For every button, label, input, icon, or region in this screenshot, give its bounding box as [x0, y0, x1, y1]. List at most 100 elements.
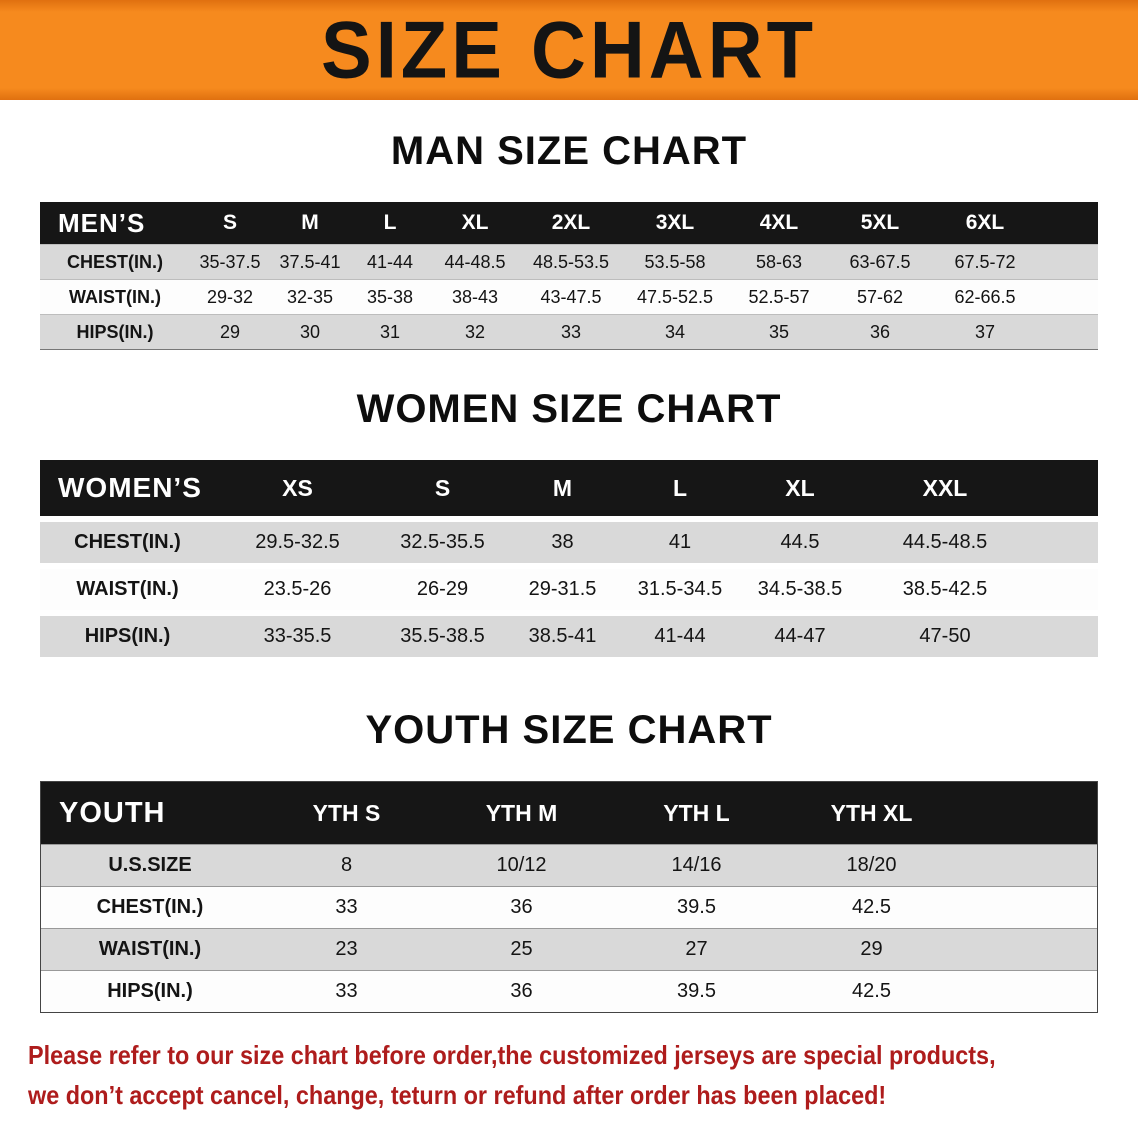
table-cell: 35 [728, 314, 830, 349]
column-header: XS [215, 460, 380, 516]
table-cell: 38 [505, 522, 620, 563]
table-cell: 37.5-41 [270, 244, 350, 279]
disclaimer-line-1: Please refer to our size chart before or… [28, 1040, 996, 1070]
table-cell: 41 [620, 522, 740, 563]
table-cell: 26-29 [380, 569, 505, 610]
column-header: YTH XL [784, 782, 959, 844]
table-cell: 27 [609, 928, 784, 970]
disclaimer-line-2: we don’t accept cancel, change, teturn o… [28, 1080, 887, 1110]
table-cell: 52.5-57 [728, 279, 830, 314]
column-header: XL [740, 460, 860, 516]
table-cell: 10/12 [434, 844, 609, 886]
table-cell: 29.5-32.5 [215, 522, 380, 563]
column-header: 3XL [622, 202, 728, 244]
men-chart-heading: MAN SIZE CHART [390, 129, 748, 173]
column-header: YTH M [434, 782, 609, 844]
table-cell: 29 [190, 314, 270, 349]
table-cell: 33 [259, 886, 434, 928]
header-spacer [1040, 202, 1098, 244]
page-title: SIZE CHART [321, 4, 817, 96]
column-header: XXL [860, 460, 1030, 516]
table-cell: 14/16 [609, 844, 784, 886]
row-spacer [1040, 279, 1098, 314]
row-label: CHEST(IN.) [40, 244, 190, 279]
column-header: L [620, 460, 740, 516]
table-cell: 23 [259, 928, 434, 970]
row-spacer [959, 970, 1097, 1012]
table-corner-label: WOMEN’S [40, 460, 215, 516]
column-header: L [350, 202, 430, 244]
table-cell: 36 [830, 314, 930, 349]
table-cell: 44-48.5 [430, 244, 520, 279]
table-cell: 42.5 [784, 970, 959, 1012]
table-cell: 57-62 [830, 279, 930, 314]
row-label: CHEST(IN.) [40, 522, 215, 563]
men-size-table: MEN’S S M L XL 2XL 3XL 4XL 5XL 6XL CHEST(IN.) 35-37… [40, 202, 1098, 350]
youth-size-table: YOUTH YTH S YTH M YTH L YTH XL U.S.SIZE 8 10/12… [40, 781, 1098, 1013]
table-cell: 37 [930, 314, 1040, 349]
row-spacer [959, 886, 1097, 928]
row-label: WAIST(IN.) [41, 928, 259, 970]
column-header: M [270, 202, 350, 244]
table-cell: 41-44 [350, 244, 430, 279]
table-cell: 38-43 [430, 279, 520, 314]
table-cell: 41-44 [620, 616, 740, 657]
youth-chart-heading: YOUTH SIZE CHART [365, 708, 773, 752]
row-spacer [1030, 616, 1098, 657]
column-header: 4XL [728, 202, 830, 244]
column-header: M [505, 460, 620, 516]
column-header: 6XL [930, 202, 1040, 244]
row-spacer [959, 844, 1097, 886]
column-header: S [380, 460, 505, 516]
table-cell: 36 [434, 886, 609, 928]
table-cell: 30 [270, 314, 350, 349]
table-cell: 44-47 [740, 616, 860, 657]
women-size-table: WOMEN’S XS S M L XL XXL CHEST(IN.) 29.5-32.5 32.5… [40, 460, 1098, 657]
row-label: HIPS(IN.) [40, 314, 190, 349]
table-cell: 44.5 [740, 522, 860, 563]
table-cell: 34.5-38.5 [740, 569, 860, 610]
table-cell: 8 [259, 844, 434, 886]
row-spacer [1030, 522, 1098, 563]
table-cell: 36 [434, 970, 609, 1012]
header-spacer [959, 782, 1097, 844]
table-cell: 18/20 [784, 844, 959, 886]
header-spacer [1030, 460, 1098, 516]
table-cell: 53.5-58 [622, 244, 728, 279]
table-cell: 35.5-38.5 [380, 616, 505, 657]
table-cell: 47.5-52.5 [622, 279, 728, 314]
column-header: YTH L [609, 782, 784, 844]
row-spacer [1040, 244, 1098, 279]
table-corner-label: MEN’S [40, 202, 190, 244]
women-size-section: WOMEN SIZE CHART WOMEN’S XS S M L XL XXL CHEST(… [40, 386, 1098, 657]
column-header: XL [430, 202, 520, 244]
column-header: 5XL [830, 202, 930, 244]
row-label: CHEST(IN.) [41, 886, 259, 928]
row-spacer [1030, 569, 1098, 610]
men-size-section: MAN SIZE CHART MEN’S S M L XL 2XL 3XL 4XL 5XL 6XL… [40, 128, 1098, 350]
column-header: S [190, 202, 270, 244]
table-cell: 33 [520, 314, 622, 349]
table-cell: 44.5-48.5 [860, 522, 1030, 563]
table-cell: 31 [350, 314, 430, 349]
table-cell: 39.5 [609, 886, 784, 928]
table-cell: 48.5-53.5 [520, 244, 622, 279]
table-cell: 35-37.5 [190, 244, 270, 279]
youth-size-section: YOUTH SIZE CHART YOUTH YTH S YTH M YTH L YTH… [40, 707, 1098, 1013]
row-spacer [959, 928, 1097, 970]
table-cell: 62-66.5 [930, 279, 1040, 314]
table-cell: 35-38 [350, 279, 430, 314]
row-label: HIPS(IN.) [40, 616, 215, 657]
table-cell: 42.5 [784, 886, 959, 928]
table-cell: 33-35.5 [215, 616, 380, 657]
table-cell: 38.5-41 [505, 616, 620, 657]
table-cell: 32-35 [270, 279, 350, 314]
table-cell: 29-32 [190, 279, 270, 314]
table-cell: 25 [434, 928, 609, 970]
banner: SIZE CHART [0, 0, 1138, 100]
table-cell: 31.5-34.5 [620, 569, 740, 610]
table-cell: 34 [622, 314, 728, 349]
table-cell: 29-31.5 [505, 569, 620, 610]
table-cell: 32.5-35.5 [380, 522, 505, 563]
column-header: YTH S [259, 782, 434, 844]
